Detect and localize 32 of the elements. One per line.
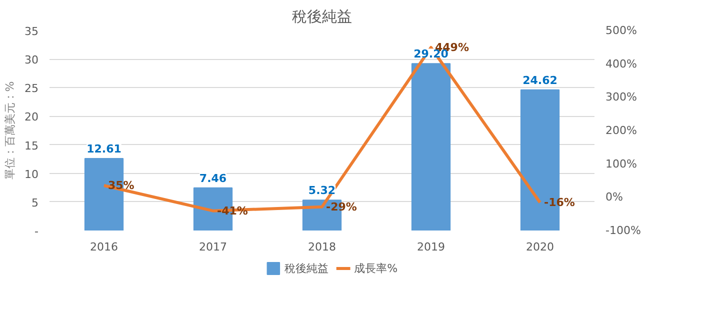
y-tick-label: - xyxy=(34,225,39,238)
chart-title: 稅後純益 xyxy=(292,8,352,26)
x-tick-label: 2018 xyxy=(308,240,336,254)
y-tick-label: 35 xyxy=(24,25,39,38)
data-label: 12.61 xyxy=(86,142,122,156)
x-tick-label: 2020 xyxy=(526,240,554,254)
legend-label: 成長率% xyxy=(354,262,398,275)
y-tick-label: 25 xyxy=(24,82,39,96)
x-tick-label: 2017 xyxy=(199,240,228,254)
data-label: 7.46 xyxy=(199,172,227,185)
y-tick-label: 5 xyxy=(32,196,38,210)
data-label: -16% xyxy=(544,196,575,209)
y2-tick-label: 500% xyxy=(606,24,637,37)
bar xyxy=(411,63,451,230)
legend-label: 稅後純益 xyxy=(284,262,329,275)
x-tick-label: 2016 xyxy=(90,240,118,254)
data-label: -29% xyxy=(326,200,357,214)
y-tick-label: 30 xyxy=(24,54,39,67)
data-label: 24.62 xyxy=(522,74,558,87)
data-label: 5.32 xyxy=(308,184,336,198)
y2-tick-label: 100% xyxy=(606,157,637,170)
y2-tick-label: 0% xyxy=(606,190,623,204)
y-tick-label: 20 xyxy=(24,110,39,124)
y2-tick-label: 300% xyxy=(606,90,637,104)
y-axis-title: 單位：百萬美元：% xyxy=(4,81,17,180)
y2-tick-label: -100% xyxy=(606,224,641,237)
x-tick-label: 2019 xyxy=(417,240,446,254)
y-tick-label: 10 xyxy=(24,168,39,181)
data-label: 35% xyxy=(108,179,134,192)
y2-tick-label: 400% xyxy=(606,57,637,70)
y-tick-label: 15 xyxy=(24,139,39,152)
y2-tick-label: 200% xyxy=(606,124,637,137)
